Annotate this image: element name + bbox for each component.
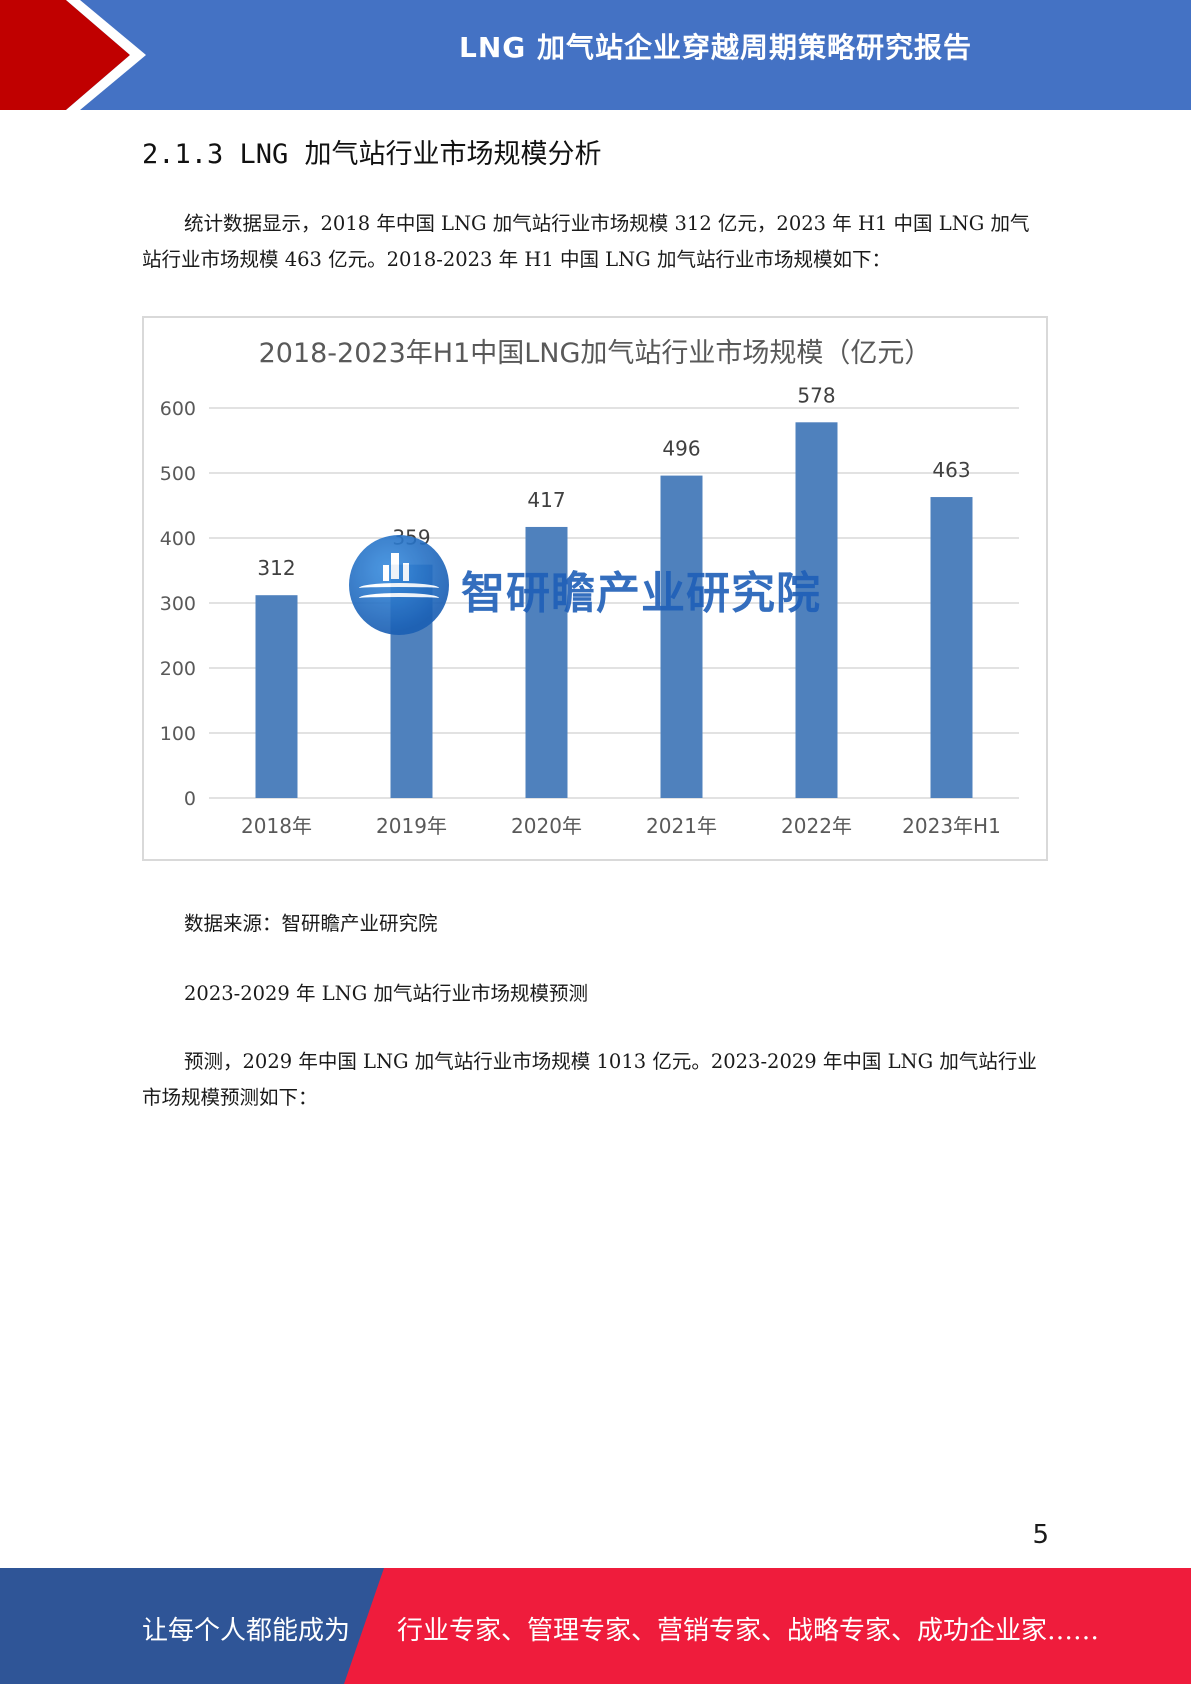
page-header: LNG 加气站企业穿越周期策略研究报告 (0, 0, 1191, 110)
watermark-logo-icon (349, 535, 449, 635)
source-note: 数据来源：智研瞻产业研究院 (184, 912, 438, 935)
y-tick-label: 100 (160, 723, 196, 745)
bar (930, 497, 973, 798)
chart-title: 2018-2023年H1中国LNG加气站行业市场规模（亿元） (259, 338, 932, 369)
bar-chart-svg: 2018-2023年H1中国LNG加气站行业市场规模（亿元） 0 100 200 300… (160, 338, 1019, 838)
y-tick-label: 200 (160, 658, 196, 680)
y-tick-label: 300 (160, 593, 196, 615)
y-tick-label: 500 (160, 463, 196, 485)
x-tick-label: 2020年 (511, 814, 582, 838)
section-title: 2.1.3 LNG 加气站行业市场规模分析 (142, 139, 602, 170)
bar (795, 422, 838, 798)
intro-paragraph: 统计数据显示，2018 年中国 LNG 加气站行业市场规模 312 亿元，202… (142, 212, 1030, 271)
footer-slogan-left: 让每个人都能成为 (142, 1616, 351, 1646)
x-tick-label: 2023年H1 (902, 814, 1001, 838)
footer-blue-band (0, 1568, 384, 1684)
y-tick-label: 600 (160, 398, 196, 420)
x-tick-label: 2021年 (646, 814, 717, 838)
market-size-chart: 2018-2023年H1中国LNG加气站行业市场规模（亿元） 0 100 200 300… (142, 316, 1048, 861)
x-tick-label: 2019年 (376, 814, 447, 838)
header-arrow-decoration (0, 0, 146, 110)
data-label: 417 (527, 488, 565, 512)
x-tick-label: 2022年 (781, 814, 852, 838)
data-label: 312 (257, 556, 295, 580)
forecast-paragraph: 预测，2029 年中国 LNG 加气站行业市场规模 1013 亿元。2023-2… (142, 1050, 1037, 1109)
data-label: 496 (662, 437, 700, 461)
x-tick-label: 2018年 (241, 814, 312, 838)
page-footer: 让每个人都能成为 行业专家、管理专家、营销专家、战略专家、成功企业家…… (0, 1568, 1191, 1684)
bar (660, 475, 703, 798)
data-label: 578 (797, 383, 835, 407)
header-title: LNG 加气站企业穿越周期策略研究报告 (458, 31, 972, 64)
watermark-text: 智研瞻产业研究院 (461, 568, 821, 619)
bar (255, 595, 298, 798)
footer-slogan-right: 行业专家、管理专家、营销专家、战略专家、成功企业家…… (397, 1616, 1100, 1646)
y-tick-label: 0 (184, 788, 196, 810)
forecast-heading: 2023-2029 年 LNG 加气站行业市场规模预测 (184, 982, 589, 1005)
data-label: 463 (932, 458, 970, 482)
y-tick-label: 400 (160, 528, 196, 550)
watermark: 智研瞻产业研究院 (349, 535, 829, 635)
page-number: 5 (1032, 1520, 1049, 1550)
bar (525, 526, 568, 798)
